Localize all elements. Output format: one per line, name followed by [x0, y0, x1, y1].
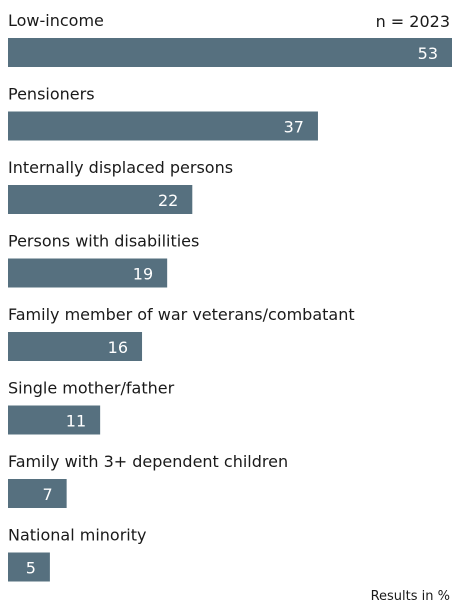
category-label: National minority	[8, 526, 146, 545]
category-label: Single mother/father	[8, 379, 175, 398]
bar	[8, 111, 318, 141]
category-label: Internally displaced persons	[8, 158, 233, 177]
bar	[8, 552, 50, 582]
bar	[8, 479, 67, 508]
value-label: 19	[133, 265, 153, 284]
value-label: 16	[108, 338, 128, 357]
bar	[8, 332, 143, 361]
value-label: 11	[66, 412, 86, 431]
bar	[8, 258, 168, 288]
bar	[8, 405, 101, 435]
category-label: Family with 3+ dependent children	[8, 452, 288, 471]
category-label: Family member of war veterans/combatant	[8, 305, 355, 324]
value-label: 37	[284, 118, 304, 137]
sample-size: n = 2023	[376, 12, 450, 31]
footnote: Results in %	[371, 589, 450, 604]
category-label: Pensioners	[8, 85, 95, 104]
bar	[8, 38, 452, 67]
value-label: 53	[418, 44, 438, 63]
bar	[8, 185, 193, 214]
value-label: 5	[26, 559, 36, 578]
category-label: Low-income	[8, 11, 104, 30]
value-label: 7	[42, 485, 52, 504]
category-label: Persons with disabilities	[8, 232, 199, 251]
value-label: 22	[158, 191, 178, 210]
